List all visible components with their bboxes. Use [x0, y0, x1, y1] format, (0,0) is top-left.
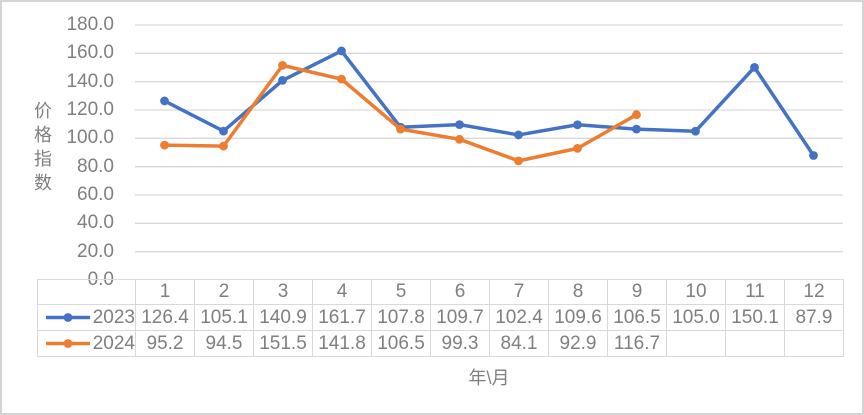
month-header-cell: 2 — [194, 279, 254, 305]
month-header-cell: 8 — [548, 279, 608, 305]
value-cell: 109.7 — [430, 304, 490, 331]
series-2024 — [160, 60, 641, 166]
data-point-marker — [396, 124, 405, 134]
x-axis-title: 年\月 — [468, 368, 510, 388]
data-point-marker — [219, 141, 228, 151]
value-cell — [725, 330, 785, 357]
data-point-marker — [750, 62, 759, 72]
data-point-marker — [160, 140, 169, 150]
y-tick-label: 100.0 — [66, 127, 114, 149]
value-cell: 84.1 — [489, 330, 549, 357]
legend-key-icon — [45, 313, 90, 322]
value-cell — [784, 330, 844, 357]
series-2023 — [160, 46, 818, 160]
month-header-cell: 4 — [312, 279, 372, 305]
data-point-marker — [337, 46, 346, 56]
data-point-marker — [455, 120, 464, 129]
value-cell: 94.5 — [194, 330, 254, 357]
month-header-row: 1 2 3 4 5 6 7 8 9 10 11 12 — [37, 279, 844, 305]
value-cell: 126.4 — [135, 304, 195, 331]
value-cell: 92.9 — [548, 330, 608, 357]
value-cell: 161.7 — [312, 304, 372, 331]
data-point-marker — [514, 130, 523, 140]
y-tick-label: 40.0 — [77, 212, 114, 234]
value-cell: 105.1 — [194, 304, 254, 331]
month-header-cell: 6 — [430, 279, 490, 305]
data-point-marker — [278, 60, 287, 70]
data-point-marker — [691, 126, 700, 136]
y-tick-label: 180.0 — [66, 14, 114, 35]
data-point-marker — [278, 75, 287, 85]
value-cell: 109.6 — [548, 304, 608, 331]
y-tick-label: 20.0 — [77, 240, 114, 262]
y-tick-label: 160.0 — [66, 42, 114, 64]
data-point-marker — [573, 143, 582, 153]
month-header-cell: 12 — [784, 279, 844, 305]
value-cell: 151.5 — [253, 330, 313, 357]
value-cell: 106.5 — [371, 330, 431, 357]
value-cell: 95.2 — [135, 330, 195, 357]
value-cell: 99.3 — [430, 330, 490, 357]
series-line-2023 — [162, 49, 816, 158]
legend-cell-2024: 2024 — [37, 330, 136, 357]
value-cell: 116.7 — [607, 330, 667, 357]
y-tick-label: 140.0 — [66, 70, 114, 92]
data-point-marker — [514, 156, 523, 166]
value-cell — [666, 330, 726, 357]
month-header-cell: 7 — [489, 279, 549, 305]
data-point-marker — [160, 96, 169, 106]
value-cell: 87.9 — [784, 304, 844, 331]
month-header-cell: 5 — [371, 279, 431, 305]
data-point-marker — [632, 124, 641, 134]
y-tick-label: 80.0 — [77, 155, 114, 177]
data-point-marker — [219, 126, 228, 136]
month-header-cell: 10 — [666, 279, 726, 305]
data-point-marker — [455, 134, 464, 144]
value-cell: 150.1 — [725, 304, 785, 331]
data-table: 1 2 3 4 5 6 7 8 9 10 11 12 2023 126.4 105.1 140.9 161.7 1… — [37, 279, 844, 357]
y-tick-label: 60.0 — [77, 184, 114, 205]
data-point-marker — [809, 151, 818, 160]
value-cell: 107.8 — [371, 304, 431, 331]
legend-label: 2023 — [92, 306, 135, 328]
value-cell: 140.9 — [253, 304, 313, 331]
data-point-marker — [632, 110, 641, 120]
value-cell: 105.0 — [666, 304, 726, 331]
legend-label: 2024 — [92, 332, 135, 354]
value-cell: 141.8 — [312, 330, 372, 357]
legend-key-icon — [45, 339, 90, 348]
legend-cell-2023: 2023 — [37, 304, 136, 331]
month-header-cell: 1 — [135, 279, 195, 305]
value-cell: 106.5 — [607, 304, 667, 331]
month-header-cell: 9 — [607, 279, 667, 305]
month-header-cell: 11 — [725, 279, 785, 305]
y-axis-title: 价格指数 — [32, 101, 52, 197]
data-point-marker — [573, 120, 582, 130]
series-row-2023: 2023 126.4 105.1 140.9 161.7 107.8 109.7 102.4 1… — [37, 304, 844, 331]
y-tick-label: 120.0 — [66, 99, 114, 120]
series-line-2024 — [162, 63, 639, 163]
series-row-2024: 2024 95.2 94.5 151.5 141.8 106.5 99.3 84.1 92.9 1… — [37, 330, 844, 357]
month-header-cell: 3 — [253, 279, 313, 305]
value-cell: 102.4 — [489, 304, 549, 331]
data-point-marker — [337, 74, 346, 84]
table-corner-cell — [37, 279, 136, 305]
